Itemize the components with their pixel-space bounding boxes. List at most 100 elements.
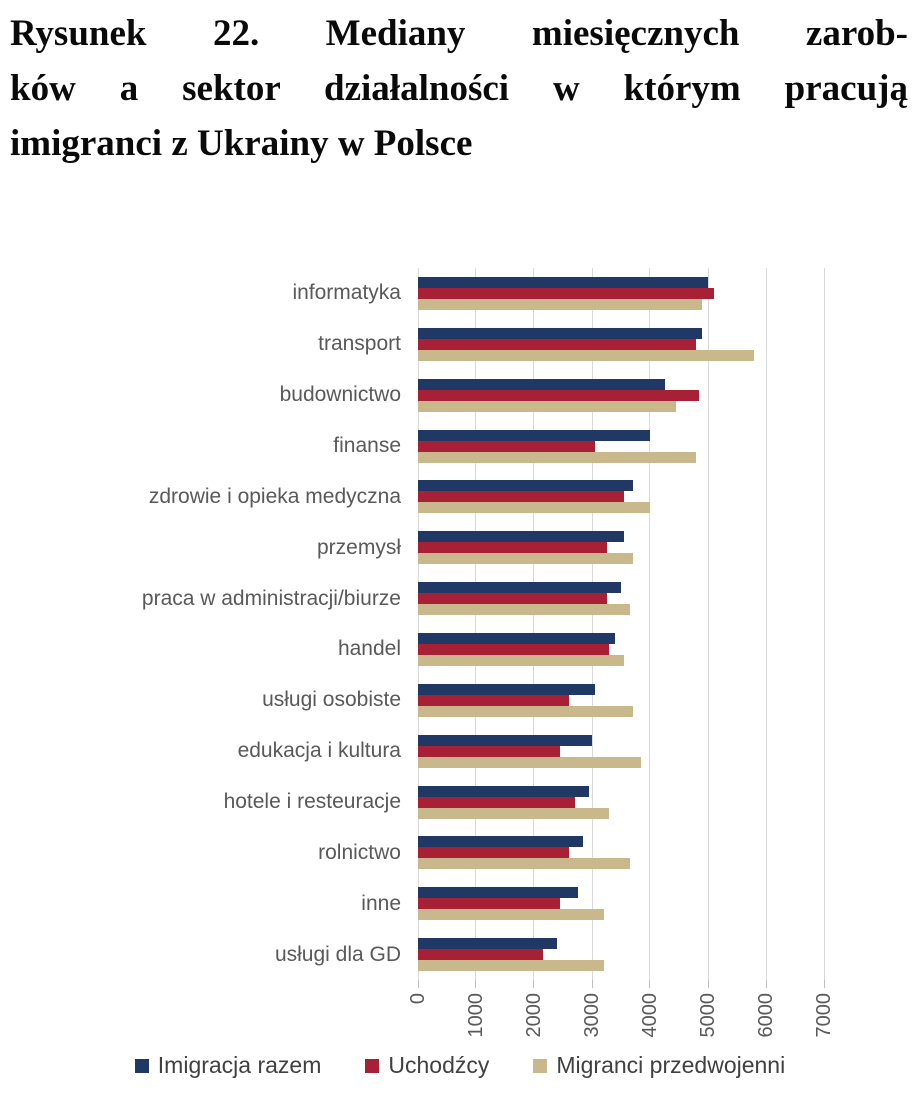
legend-label: Uchodźcy xyxy=(388,1052,490,1078)
bar-group xyxy=(418,777,824,828)
bar-segment xyxy=(418,858,630,870)
tick-mark xyxy=(649,980,651,988)
category-label: edukacja i kultura xyxy=(237,739,401,763)
chart-legend: Imigracja razem Uchodźcy Migranci przedwoj… xyxy=(0,1052,920,1079)
tick-label: 4000 xyxy=(638,993,661,1038)
bar-group xyxy=(418,319,824,370)
gridline xyxy=(475,268,477,980)
legend-swatch xyxy=(365,1058,380,1073)
bar-segment xyxy=(418,298,703,310)
bar-group xyxy=(418,370,824,421)
bar-segment xyxy=(418,807,610,819)
bar-segment xyxy=(418,836,584,848)
bar-segment xyxy=(418,389,700,401)
category-label: finanse xyxy=(333,434,401,457)
gridline xyxy=(591,268,593,980)
bar-segment xyxy=(418,909,604,921)
plot-area xyxy=(417,268,825,980)
bar-segment xyxy=(418,349,755,361)
category-axis: informatyka transport budownictwo finanse zd… xyxy=(0,268,418,980)
bar-rows xyxy=(418,268,824,980)
bar-group xyxy=(418,675,824,726)
bar-segment xyxy=(418,847,569,859)
tick-mark xyxy=(765,980,767,988)
gridline xyxy=(823,268,825,980)
bar-group xyxy=(418,522,824,573)
legend-label: Imigracja razem xyxy=(157,1052,322,1078)
figure-title: Rysunek 22. Mediany miesięcznych zarob- … xyxy=(10,6,908,171)
bar-segment xyxy=(418,705,633,717)
bar-segment xyxy=(418,887,578,899)
category-label: przemysł xyxy=(316,535,401,559)
bar-segment xyxy=(418,400,677,412)
bar-segment xyxy=(418,643,610,655)
legend-swatch xyxy=(533,1058,548,1073)
gridline xyxy=(417,268,419,980)
bar-segment xyxy=(418,378,665,390)
tick-mark xyxy=(475,980,477,988)
legend-item: Migranci przedwojenni xyxy=(533,1052,785,1079)
bar-segment xyxy=(418,480,633,492)
category-label: usługi dla GD xyxy=(274,942,401,966)
bar-group xyxy=(418,726,824,777)
bar-segment xyxy=(418,654,624,666)
bar-segment xyxy=(418,338,697,350)
tick-label: 6000 xyxy=(755,993,777,1038)
legend-label: Migranci przedwojenni xyxy=(556,1052,786,1078)
bar-segment xyxy=(418,553,633,565)
bar-segment xyxy=(418,327,703,339)
value-axis: 0 1000 2000 3000 4000 5000 6000 7000 xyxy=(407,980,835,1060)
bar-segment xyxy=(418,898,561,910)
bar-segment xyxy=(418,683,595,695)
bar-segment xyxy=(418,632,616,644)
tick-mark xyxy=(707,980,709,988)
gridline xyxy=(533,268,535,980)
category-label: inne xyxy=(361,891,401,915)
bar-group xyxy=(418,573,824,624)
tick-mark xyxy=(417,980,419,988)
category-label: praca w administracji/biurze xyxy=(141,586,401,610)
category-label: handel xyxy=(337,637,401,661)
bar-segment xyxy=(418,491,624,503)
bar-segment xyxy=(418,502,650,514)
category-label: budownictwo xyxy=(279,383,401,407)
bar-segment xyxy=(418,276,708,288)
tick-label: 5000 xyxy=(697,993,719,1038)
bar-segment xyxy=(418,604,630,616)
tick-label: 1000 xyxy=(464,993,487,1038)
bar-segment xyxy=(418,287,714,299)
bar-segment xyxy=(418,756,642,768)
bar-segment xyxy=(418,938,558,950)
bar-segment xyxy=(418,694,569,706)
bar-segment xyxy=(418,960,604,972)
bar-group xyxy=(418,878,824,929)
bar-group xyxy=(418,929,824,980)
legend-item: Uchodźcy xyxy=(365,1052,489,1079)
tick-mark xyxy=(591,980,593,988)
category-label: zdrowie i opieka medyczna xyxy=(148,484,401,508)
bar-group xyxy=(418,624,824,675)
bar-group xyxy=(418,421,824,472)
bar-segment xyxy=(418,785,590,797)
bar-chart: informatyka transport budownictwo finanse zd… xyxy=(0,268,825,980)
tick-label: 3000 xyxy=(581,993,603,1038)
bar-segment xyxy=(418,531,624,543)
category-label: hotele i resteuracje xyxy=(223,790,401,814)
figure-title-line-3: imigranci z Ukrainy w Polsce xyxy=(10,123,473,164)
gridline xyxy=(707,268,709,980)
category-label: transport xyxy=(318,332,401,356)
tick-label: 0 xyxy=(407,993,429,1005)
bar-segment xyxy=(418,582,621,594)
bar-segment xyxy=(418,949,543,961)
category-label: rolnictwo xyxy=(318,840,401,864)
bar-segment xyxy=(418,542,607,554)
bar-segment xyxy=(418,429,650,441)
bar-segment xyxy=(418,796,575,808)
gridline xyxy=(765,268,767,980)
bar-segment xyxy=(418,440,595,452)
bar-segment xyxy=(418,451,697,463)
category-label: informatyka xyxy=(292,281,401,305)
figure-title-line-2: ków a sektor działalności w którym pracu… xyxy=(10,68,908,109)
tick-label: 2000 xyxy=(522,993,545,1038)
category-label: usługi osobiste xyxy=(262,688,401,712)
